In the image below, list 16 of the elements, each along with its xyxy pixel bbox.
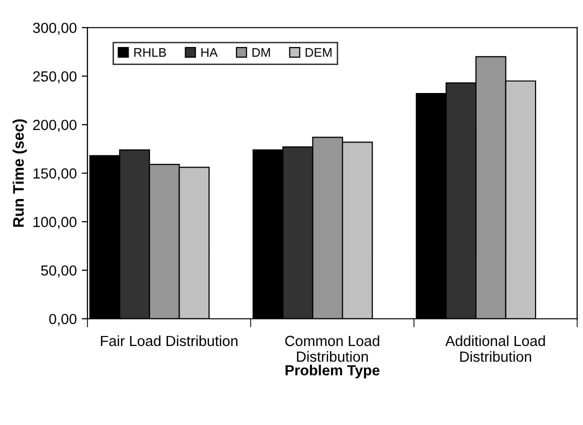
y-tick-label: 150,00 — [34, 168, 76, 180]
legend-label: RHLB — [134, 48, 166, 57]
y-tick-label: 100,00 — [34, 216, 76, 229]
legend-label: DM — [252, 48, 270, 57]
legend-label: HA — [201, 48, 218, 57]
y-tick-label: 200,00 — [33, 120, 76, 132]
legend-label: DEM — [306, 48, 332, 57]
y-tick-label: 0,00 — [49, 314, 76, 326]
y-tick-label: 250,00 — [33, 71, 76, 84]
x-tick-label: Fair Load Distribution — [100, 335, 238, 346]
x-tick-label: Additional Load Distribution — [445, 335, 545, 362]
y-tick-label: 300,00 — [32, 22, 76, 35]
x-tick-label: Common Load Distribution — [285, 335, 380, 362]
x-axis-title: Problem Type — [286, 364, 380, 378]
y-axis-title: Run Time (sec) — [12, 119, 27, 227]
y-tick-label: 50,00 — [41, 265, 76, 278]
